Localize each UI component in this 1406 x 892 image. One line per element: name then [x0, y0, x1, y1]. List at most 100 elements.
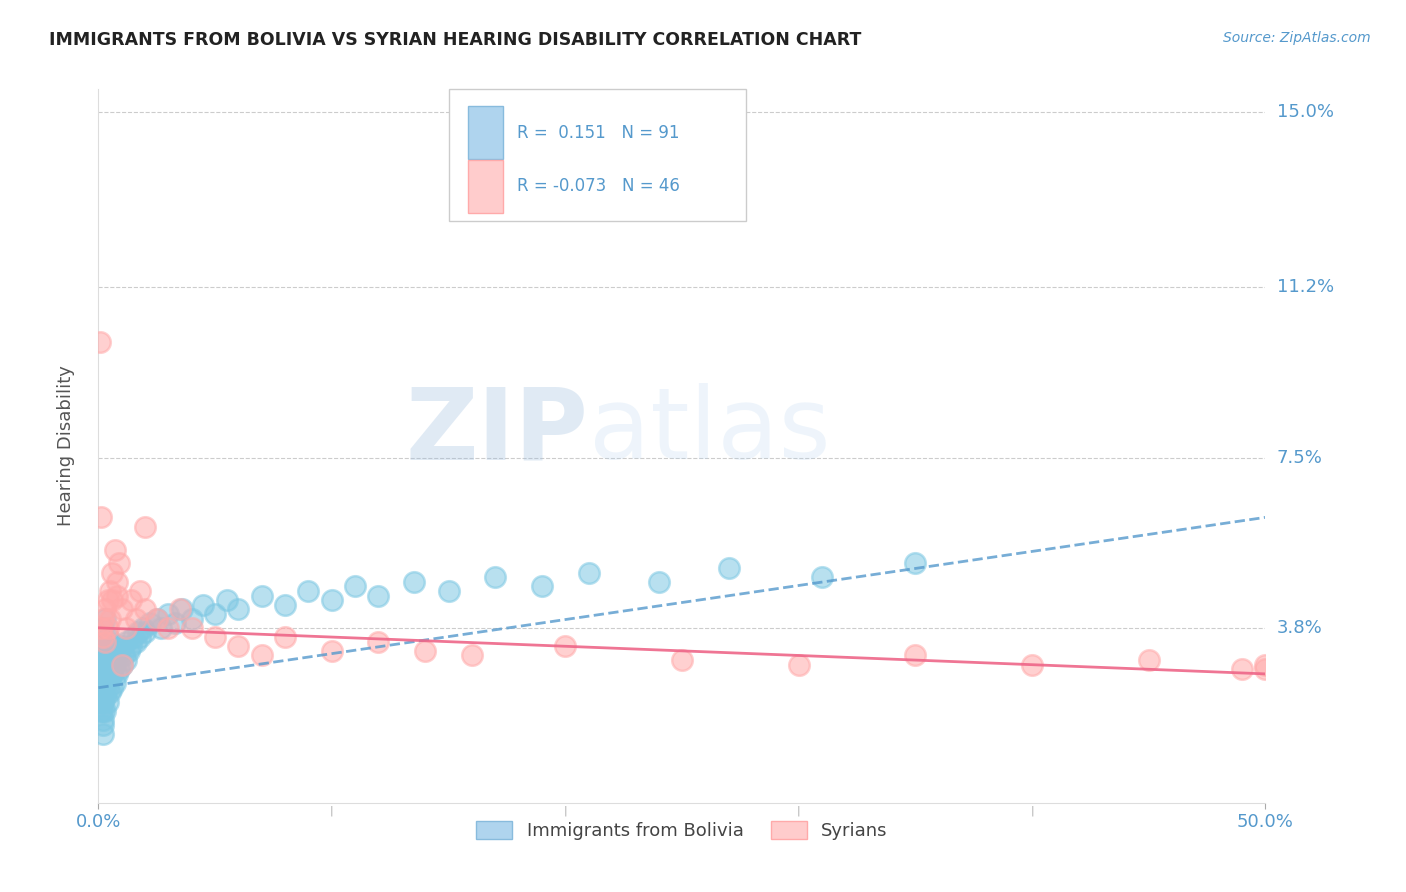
Point	[297, 584, 319, 599]
Text: |: |	[797, 805, 800, 816]
Text: 15.0%: 15.0%	[1277, 103, 1333, 121]
Text: 3.8%: 3.8%	[1277, 619, 1322, 637]
Point	[91, 621, 114, 635]
Point	[91, 666, 114, 681]
Point	[129, 584, 152, 599]
Point	[105, 666, 128, 681]
Text: ZIP: ZIP	[406, 384, 589, 480]
Point	[1137, 653, 1160, 667]
Point	[101, 566, 124, 580]
Point	[228, 602, 250, 616]
Point	[97, 681, 120, 695]
Point	[91, 717, 114, 731]
Point	[98, 584, 121, 599]
Point	[461, 648, 484, 663]
Point	[671, 653, 693, 667]
Point	[91, 676, 114, 690]
Point	[108, 644, 131, 658]
Point	[90, 681, 112, 695]
Point	[127, 625, 149, 640]
Point	[228, 640, 250, 654]
Point	[250, 589, 273, 603]
Point	[94, 634, 117, 648]
Point	[157, 621, 180, 635]
FancyBboxPatch shape	[468, 106, 503, 160]
Point	[367, 634, 389, 648]
Text: 7.5%: 7.5%	[1277, 449, 1323, 467]
Point	[101, 593, 124, 607]
Point	[129, 630, 152, 644]
Point	[94, 666, 117, 681]
Point	[90, 666, 112, 681]
Point	[146, 612, 169, 626]
Point	[97, 593, 120, 607]
Point	[150, 621, 173, 635]
Point	[97, 630, 120, 644]
Point	[105, 648, 128, 663]
Point	[91, 648, 114, 663]
Point	[91, 634, 114, 648]
Point	[1021, 657, 1043, 672]
Point	[437, 584, 460, 599]
Point	[90, 621, 112, 635]
Point	[215, 593, 238, 607]
Point	[484, 570, 506, 584]
Point	[101, 666, 124, 681]
Point	[321, 644, 343, 658]
Point	[94, 644, 117, 658]
Point	[90, 694, 112, 708]
Point	[118, 644, 141, 658]
Point	[125, 634, 148, 648]
Point	[321, 593, 343, 607]
Point	[97, 694, 120, 708]
Point	[193, 598, 215, 612]
Text: |: |	[564, 805, 567, 816]
Point	[97, 621, 120, 635]
Point	[91, 704, 114, 718]
Point	[578, 566, 600, 580]
Point	[811, 570, 834, 584]
Point	[111, 640, 134, 654]
Point	[94, 602, 117, 616]
Point	[120, 640, 142, 654]
Point	[134, 602, 156, 616]
Point	[367, 589, 389, 603]
Point	[157, 607, 180, 621]
Point	[904, 648, 927, 663]
Point	[180, 621, 202, 635]
Point	[180, 612, 202, 626]
Point	[111, 657, 134, 672]
Point	[169, 602, 191, 616]
Point	[1254, 657, 1277, 672]
Point	[90, 672, 112, 686]
Point	[94, 690, 117, 704]
Point	[125, 612, 148, 626]
Point	[554, 640, 576, 654]
Point	[97, 648, 120, 663]
Point	[91, 694, 114, 708]
Point	[108, 662, 131, 676]
Point	[204, 630, 226, 644]
Point	[115, 634, 138, 648]
Point	[1254, 662, 1277, 676]
Point	[115, 621, 138, 635]
Point	[104, 676, 127, 690]
Point	[94, 612, 117, 626]
Point	[165, 616, 187, 631]
Text: R = -0.073   N = 46: R = -0.073 N = 46	[517, 178, 681, 195]
Text: R =  0.151   N = 91: R = 0.151 N = 91	[517, 124, 681, 142]
Point	[787, 657, 810, 672]
Point	[90, 676, 112, 690]
Point	[98, 657, 121, 672]
Point	[172, 602, 194, 616]
Point	[105, 574, 128, 589]
Point	[904, 557, 927, 571]
Point	[101, 648, 124, 663]
Point	[139, 616, 162, 631]
Point	[90, 640, 112, 654]
Point	[98, 685, 121, 699]
Point	[647, 574, 669, 589]
Point	[91, 713, 114, 727]
Point	[91, 685, 114, 699]
Text: |: |	[330, 805, 333, 816]
